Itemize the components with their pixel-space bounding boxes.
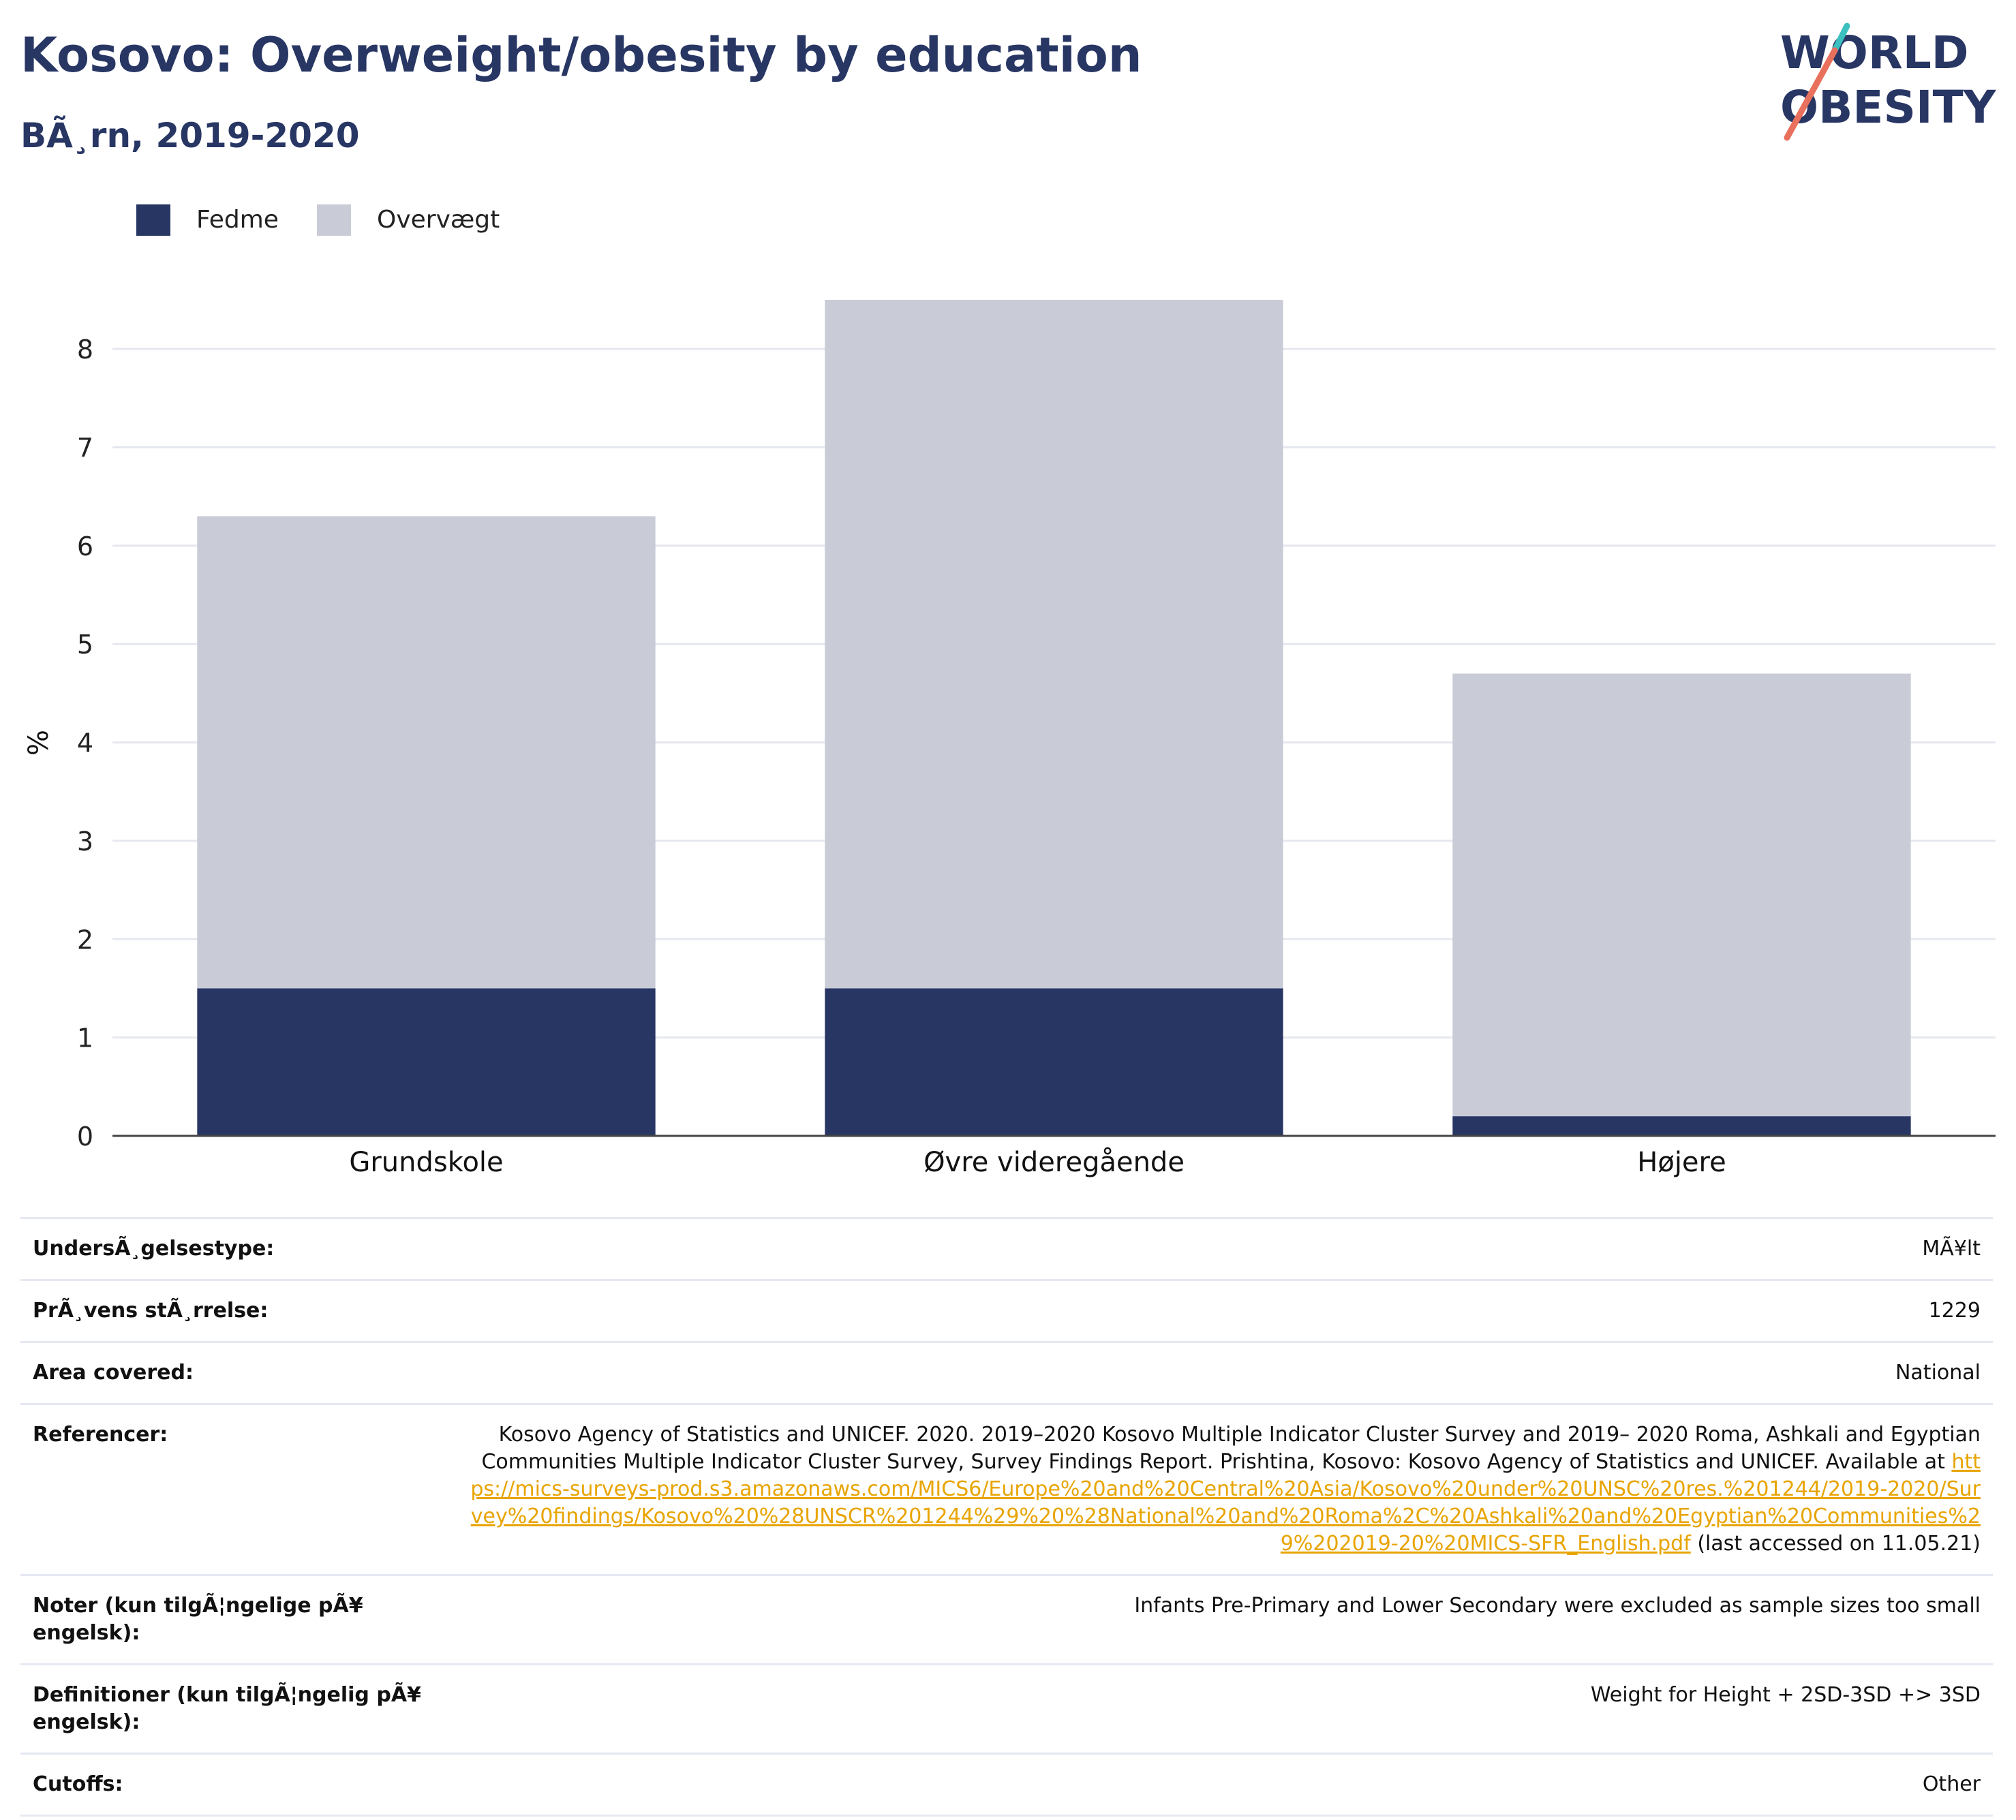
y-axis-label: % xyxy=(23,730,55,756)
y-tick-label: 3 xyxy=(77,827,93,857)
reference-link[interactable]: https://mics-surveys-prod.s3.amazonaws.c… xyxy=(470,1450,1981,1556)
info-table: UndersÃ¸gelsestype: MÃ¥lt PrÃ¸vens stÃ¸r… xyxy=(20,1217,1993,1817)
bar-segment-overvaegt[interactable] xyxy=(197,516,656,989)
info-label: Referencer: xyxy=(33,1423,168,1447)
logo-slash-coral xyxy=(1784,47,1838,141)
logo-text-line1: WORLD xyxy=(1780,27,1969,79)
reference-suffix: (last accessed on 11.05.21) xyxy=(1690,1532,1981,1556)
world-obesity-logo: WORLD OBESITY xyxy=(1780,22,1997,141)
info-value: Other xyxy=(1922,1772,1981,1796)
info-label: UndersÃ¸gelsestype: xyxy=(33,1237,275,1261)
y-tick-label: 1 xyxy=(77,1023,93,1053)
legend-swatch-fedme xyxy=(136,204,170,236)
info-label: Cutoffs: xyxy=(33,1772,123,1796)
info-label: Area covered: xyxy=(33,1361,194,1385)
info-row-cutoffs: Cutoffs: Other xyxy=(20,1753,1993,1817)
x-tick-label: Grundskole xyxy=(349,1147,503,1178)
info-row-area-covered: Area covered: National xyxy=(20,1341,1993,1403)
page-subtitle: BÃ¸rn, 2019-2020 xyxy=(20,116,360,155)
x-tick-label: Øvre videregående xyxy=(923,1147,1185,1178)
bar-segment-fedme[interactable] xyxy=(197,988,656,1136)
tick-label-layer: 0 1 2 3 4 5 6 7 8 Grundskole Øvre videregående Høje… xyxy=(77,335,1726,1178)
bar-layer xyxy=(197,300,1911,1136)
y-tick-label: 0 xyxy=(77,1122,93,1152)
legend-label-overvaegt: Overvægt xyxy=(377,206,500,234)
info-value: Weight for Height + 2SD-3SD +> 3SD xyxy=(1590,1683,1981,1707)
info-value: 1229 xyxy=(1928,1299,1981,1323)
info-row-notes: Noter (kun tilgÃ¦ngelige pÃ¥ engelsk): I… xyxy=(20,1574,1993,1663)
info-row-definitions: Definitioner (kun tilgÃ¦ngelig pÃ¥ engel… xyxy=(20,1663,1993,1753)
info-label: PrÃ¸vens stÃ¸rrelse: xyxy=(33,1299,269,1323)
bar-segment-overvaegt[interactable] xyxy=(1452,673,1911,1117)
stacked-bar-chart: 0 1 2 3 4 5 6 7 8 Grundskole Øvre videregående Høje… xyxy=(23,300,1996,1178)
y-tick-label: 5 xyxy=(77,630,93,660)
info-value-references: Kosovo Agency of Statistics and UNICEF. … xyxy=(469,1421,1981,1558)
info-value: MÃ¥lt xyxy=(1922,1237,1981,1261)
page-title: Kosovo: Overweight/obesity by education xyxy=(20,27,1142,83)
info-row-references: Referencer: Kosovo Agency of Statistics … xyxy=(20,1403,1993,1574)
reference-text: Kosovo Agency of Statistics and UNICEF. … xyxy=(481,1423,1981,1474)
info-row-sample-size: PrÃ¸vens stÃ¸rrelse: 1229 xyxy=(20,1279,1993,1341)
legend-swatch-overvaegt xyxy=(317,204,351,236)
bar-segment-fedme[interactable] xyxy=(1452,1116,1911,1136)
info-label: Noter (kun tilgÃ¦ngelige pÃ¥ engelsk): xyxy=(33,1594,363,1645)
x-tick-label: Højere xyxy=(1637,1147,1726,1178)
info-row-survey-type: UndersÃ¸gelsestype: MÃ¥lt xyxy=(20,1217,1993,1279)
bar-segment-fedme[interactable] xyxy=(825,988,1283,1136)
y-tick-label: 7 xyxy=(77,433,93,463)
bar-segment-overvaegt[interactable] xyxy=(825,300,1283,989)
y-tick-label: 8 xyxy=(77,335,93,365)
y-tick-label: 2 xyxy=(77,925,93,955)
info-label: Definitioner (kun tilgÃ¦ngelig pÃ¥ engel… xyxy=(33,1683,421,1734)
y-tick-label: 4 xyxy=(77,728,93,758)
logo-slash-teal xyxy=(1831,22,1850,54)
info-value: National xyxy=(1895,1361,1981,1385)
legend-label-fedme: Fedme xyxy=(196,206,279,234)
y-tick-label: 6 xyxy=(77,531,93,561)
info-value: Infants Pre-Primary and Lower Secondary … xyxy=(1134,1594,1981,1618)
